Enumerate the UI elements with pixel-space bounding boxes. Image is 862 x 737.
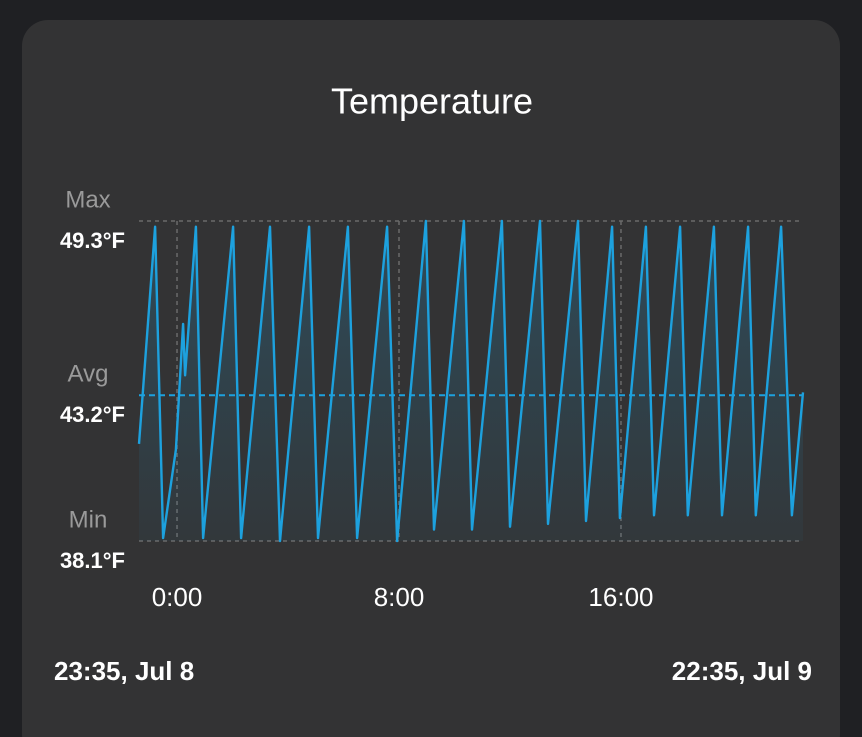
area [139,221,803,541]
reference-value: 43.2°F [60,402,125,427]
x-tick-label: 8:00 [374,582,425,612]
x-tick-label: 16:00 [588,582,653,612]
start-label: 23:35, Jul 8 [54,656,194,686]
reference-value: 49.3°F [60,228,125,253]
chart-title: Temperature [331,81,533,122]
end-label: 22:35, Jul 9 [672,656,812,686]
reference-name: Max [65,186,110,213]
reference-name: Avg [68,361,109,388]
line [137,219,805,543]
reference-name: Min [69,506,108,533]
x-tick-label: 0:00 [152,582,203,612]
reference-value: 38.1°F [60,548,125,573]
